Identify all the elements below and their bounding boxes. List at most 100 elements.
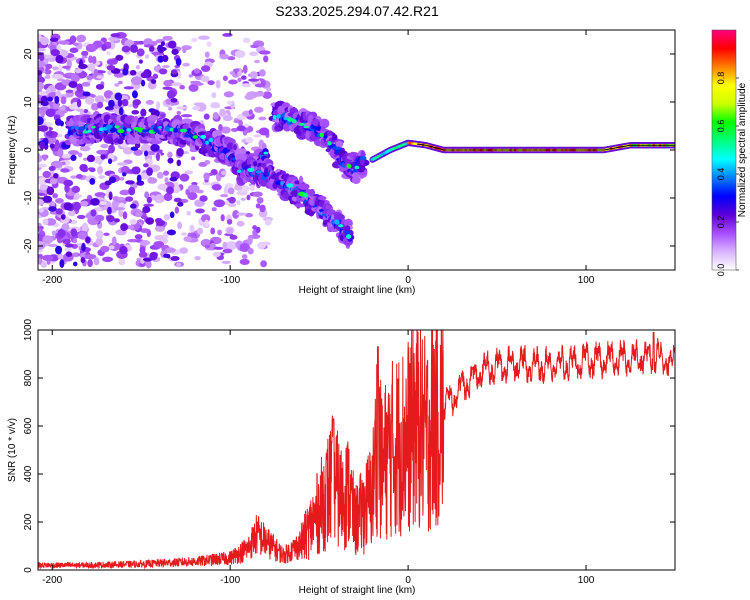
noise-speckle (52, 66, 59, 71)
ridge-bright (164, 126, 172, 132)
noise-speckle (146, 167, 153, 176)
noise-speckle (38, 70, 43, 76)
noise-speckle (38, 207, 45, 213)
ridge-bright (173, 127, 179, 133)
noise-speckle (64, 243, 74, 248)
noise-speckle (179, 84, 186, 90)
ridge-bright (137, 127, 144, 133)
x-tick-label: 100 (578, 575, 595, 586)
noise-speckle (232, 68, 240, 73)
noise-speckle (147, 177, 158, 184)
noise-speckle (41, 95, 48, 103)
noise-speckle (260, 260, 268, 268)
ridge-bright (179, 128, 188, 133)
y-tick-label: 0 (23, 147, 34, 153)
noise-speckle (219, 194, 229, 198)
noise-speckle (194, 256, 201, 261)
noise-speckle (42, 195, 53, 203)
noise-speckle (149, 251, 158, 261)
ridge-halo (232, 143, 237, 151)
ridge-bright (291, 119, 297, 124)
noise-speckle (156, 171, 164, 179)
x-tick-label: -100 (220, 575, 240, 586)
noise-speckle (211, 207, 217, 212)
noise-speckle (258, 50, 271, 55)
noise-speckle (138, 59, 143, 64)
noise-speckle (249, 51, 259, 57)
noise-speckle (58, 40, 71, 45)
noise-speckle (238, 120, 243, 127)
noise-speckle (163, 79, 173, 87)
noise-speckle (78, 63, 88, 69)
colorbar-tick-label: 0.0 (716, 264, 726, 277)
noise-speckle (38, 48, 47, 52)
noise-speckle (176, 147, 184, 157)
ridge-bright (263, 151, 268, 155)
noise-speckle (157, 55, 164, 63)
noise-speckle (61, 65, 71, 69)
noise-speckle (166, 89, 176, 99)
noise-speckle (222, 33, 233, 37)
spectrogram-xlabel: Height of straight line (km) (299, 285, 416, 296)
noise-speckle (189, 224, 195, 233)
snr-x-ticks: -200 -100 0 100 (42, 330, 595, 586)
ridge-halo (309, 188, 316, 197)
noise-speckle (93, 257, 100, 266)
noise-speckle (211, 92, 217, 99)
noise-speckle (63, 179, 74, 187)
noise-speckle (74, 89, 86, 98)
noise-speckle (162, 54, 169, 63)
noise-speckle (166, 254, 171, 259)
y-tick-label: 800 (23, 369, 34, 386)
ridge-bright (192, 135, 199, 139)
ridge-bright (354, 165, 360, 170)
ridge-bright (346, 234, 352, 239)
noise-speckle (237, 77, 242, 83)
noise-speckle (95, 237, 103, 246)
noise-speckle (146, 196, 152, 204)
noise-speckle (81, 242, 86, 252)
noise-speckle (227, 100, 233, 105)
noise-speckle (55, 198, 64, 204)
noise-speckle (155, 152, 160, 162)
noise-speckle (139, 262, 146, 267)
y-tick-label: 1000 (23, 318, 34, 341)
noise-speckle (162, 86, 173, 90)
noise-speckle (100, 143, 109, 149)
noise-speckle (41, 54, 53, 59)
noise-speckle (171, 48, 179, 55)
noise-speckle (252, 191, 263, 197)
noise-speckle (191, 37, 198, 43)
noise-speckle (50, 160, 63, 169)
noise-speckle (184, 170, 194, 175)
noise-speckle (130, 76, 143, 86)
ridge-halo (331, 134, 338, 141)
x-tick-label: 0 (405, 575, 411, 586)
noise-speckle (228, 203, 237, 208)
ridge-bright (272, 115, 277, 120)
x-tick-label: -100 (220, 275, 240, 286)
noise-speckle (188, 74, 193, 78)
noise-speckle (48, 166, 56, 172)
noise-speckle (258, 116, 267, 121)
ridge-bright (255, 170, 262, 174)
ridge-bright (327, 141, 332, 146)
noise-speckle (227, 56, 236, 61)
noise-speckle (142, 257, 153, 262)
noise-speckle (166, 229, 176, 236)
x-tick-label: -200 (42, 575, 62, 586)
noise-speckle (106, 58, 117, 66)
noise-speckle (68, 80, 78, 88)
noise-speckle (177, 201, 184, 207)
noise-speckle (39, 184, 49, 191)
noise-speckle (87, 259, 93, 268)
noise-speckle (128, 186, 136, 196)
noise-speckle (150, 143, 160, 152)
noise-speckle (86, 63, 96, 72)
noise-speckle (104, 180, 112, 186)
noise-speckle (60, 154, 73, 159)
noise-speckle (49, 178, 58, 185)
noise-speckle (218, 123, 223, 132)
noise-speckle (72, 42, 80, 46)
